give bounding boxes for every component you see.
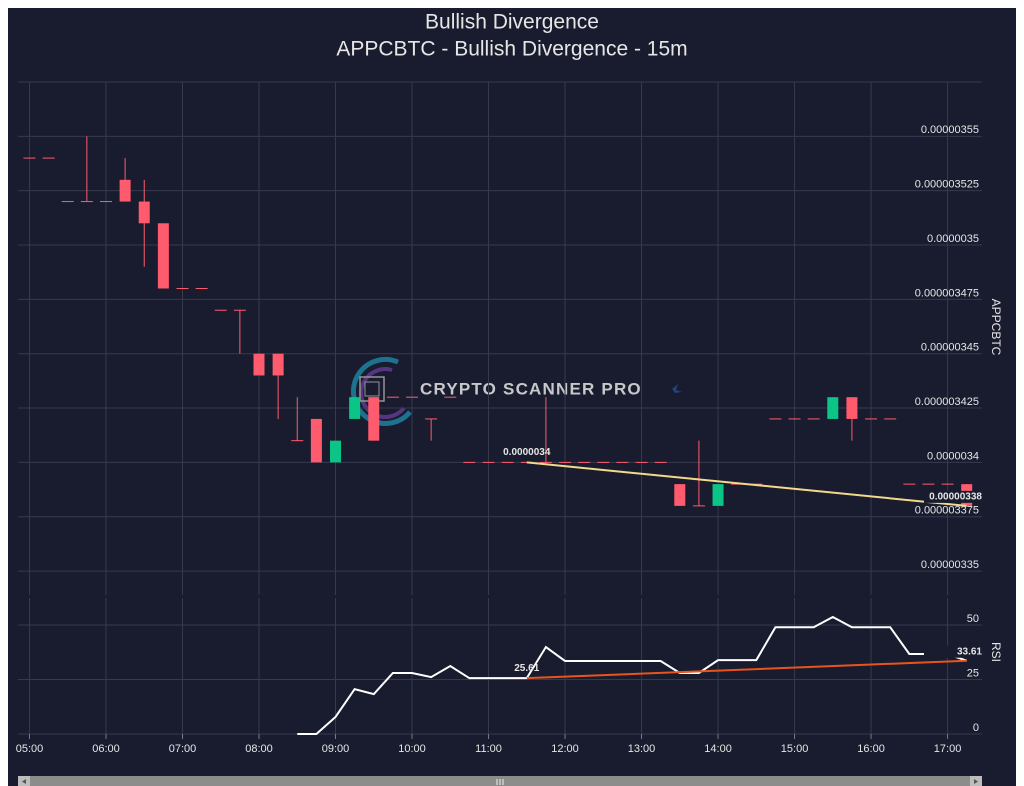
x-tick-label: 07:00 [169, 743, 197, 755]
candle-body [578, 461, 591, 463]
candle-body [253, 353, 265, 376]
y-tick-label: 50 [967, 613, 979, 625]
candle-body [444, 396, 457, 398]
y-axis-label: APPCBTC [989, 299, 1003, 356]
y-tick-label: 0.000003475 [915, 287, 979, 299]
trend-label-bg [924, 490, 982, 503]
candle-body [23, 157, 36, 159]
candle-body [272, 353, 284, 376]
candle-body [157, 223, 169, 289]
candle-body [176, 288, 189, 290]
trend-label-bg [924, 645, 982, 658]
x-tick-label: 16:00 [857, 743, 885, 755]
candle-body [368, 397, 380, 441]
trend-label: 25.61 [514, 663, 539, 674]
scrollbar[interactable] [18, 776, 982, 786]
x-tick-label: 17:00 [934, 743, 962, 755]
candle-body [138, 201, 150, 224]
candle-body [597, 461, 610, 463]
trend-line [526, 659, 967, 680]
candle-body [119, 179, 131, 202]
x-tick-label: 13:00 [628, 743, 656, 755]
candle-body [214, 309, 227, 311]
trend-label: 33.61 [957, 646, 982, 657]
candle-body [941, 483, 954, 485]
candle-body [425, 418, 438, 420]
candle-body [692, 505, 705, 507]
y-tick-label: 0.000003425 [915, 396, 979, 408]
candle-body [807, 418, 820, 420]
candle-body [712, 484, 724, 506]
candle-body [195, 288, 208, 290]
candle-body [903, 483, 916, 485]
x-tick-label: 14:00 [704, 743, 732, 755]
candle-body [42, 157, 55, 159]
candle-body [330, 440, 342, 463]
candle-body [349, 397, 361, 419]
candle-body [846, 397, 858, 419]
candle-body [884, 418, 897, 420]
candle-body [827, 397, 839, 419]
x-tick-label: 15:00 [781, 743, 809, 755]
trend-label: 0.0000034 [503, 447, 551, 458]
rsi-line [297, 615, 968, 735]
candle-body [635, 461, 648, 463]
candle-body [865, 418, 878, 420]
x-tick-label: 05:00 [16, 743, 44, 755]
candle-body [291, 440, 304, 442]
x-tick-label: 06:00 [92, 743, 120, 755]
y-tick-label: 0.0000035 [927, 233, 979, 245]
candle-body [80, 201, 93, 203]
candle-body [616, 461, 629, 463]
x-tick-label: 11:00 [475, 743, 502, 755]
candle-body [654, 461, 667, 463]
candle-body [674, 484, 686, 506]
candle-body [539, 461, 552, 463]
candle-body [99, 201, 112, 203]
y-tick-label: 0 [973, 722, 979, 734]
y-tick-label: 0.00000345 [921, 342, 979, 354]
candle-body [559, 461, 572, 463]
background [8, 8, 1016, 786]
chart-subtitle: APPCBTC - Bullish Divergence - 15m [336, 38, 687, 61]
candle-body [386, 396, 399, 398]
candle-body [61, 201, 74, 203]
y-axis-label: RSI [989, 642, 1003, 662]
trend-line [526, 461, 967, 507]
chart-title: Bullish Divergence [425, 11, 599, 34]
candle-body [233, 309, 246, 311]
y-tick-label: 25 [967, 667, 979, 679]
y-tick-label: 0.0000034 [927, 450, 979, 462]
candle-body [406, 396, 419, 398]
candle-body [463, 461, 476, 463]
candle-body [769, 418, 782, 420]
x-tick-label: 12:00 [551, 743, 579, 755]
watermark-text: CRYPTO SCANNER PRO [420, 379, 642, 398]
candle-body [482, 461, 495, 463]
x-tick-label: 08:00 [245, 743, 273, 755]
x-tick-label: 09:00 [322, 743, 350, 755]
candle-body [922, 483, 935, 485]
y-tick-label: 0.00000335 [921, 559, 979, 571]
y-tick-label: 0.000003525 [915, 179, 979, 191]
candle-body [788, 418, 801, 420]
candle-body [501, 461, 514, 463]
x-tick-label: 10:00 [398, 743, 426, 755]
y-tick-label: 0.000003375 [915, 505, 979, 517]
trend-label: 0.00000338 [929, 492, 982, 503]
y-tick-label: 0.00000355 [921, 124, 979, 136]
candle-body [310, 418, 322, 463]
